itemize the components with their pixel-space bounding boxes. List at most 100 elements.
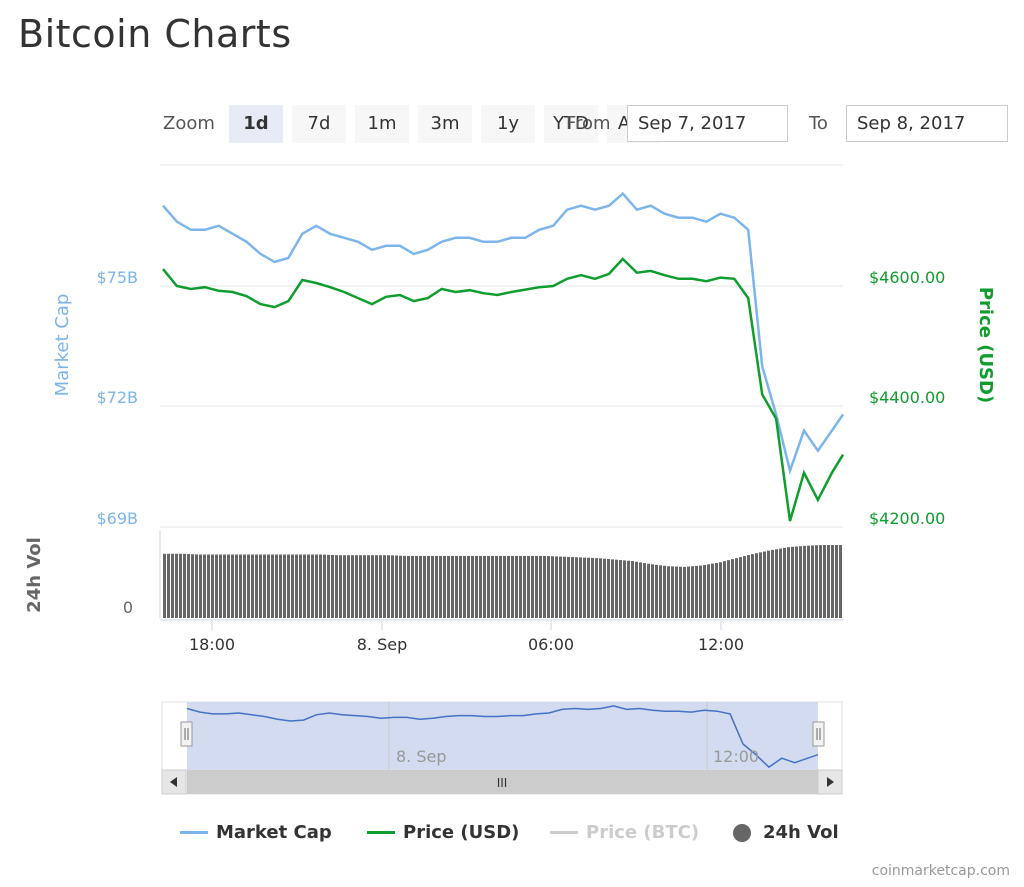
volume-bar [819, 545, 822, 618]
volume-bar [323, 554, 326, 618]
volume-bar [495, 555, 498, 618]
navigator-selection[interactable] [187, 702, 818, 770]
volume-bar [683, 566, 686, 618]
volume-bar [459, 555, 462, 618]
volume-bar [355, 555, 358, 618]
volume-bar [723, 561, 726, 618]
volume-bar [295, 554, 298, 618]
legend-label: 24h Vol [763, 822, 839, 843]
volume-bar [659, 565, 662, 618]
volume-bar [195, 554, 198, 618]
volume-bar [431, 555, 434, 618]
volume-bar [427, 555, 430, 618]
volume-bar [191, 554, 194, 618]
legend-item-price-usd[interactable]: Price (USD) [367, 822, 519, 843]
volume-bar [347, 555, 350, 618]
volume-bar [779, 548, 782, 618]
volume-bar [691, 566, 694, 618]
volume-bar [743, 556, 746, 618]
navigator-handle-right[interactable] [812, 721, 825, 747]
scrollbar-left-arrow-button[interactable] [161, 769, 187, 795]
volume-bar [447, 555, 450, 618]
zoom-button-7d[interactable]: 7d [292, 105, 346, 143]
volume-bar [367, 555, 370, 618]
volume-bar [703, 564, 706, 618]
scrollbar-grip: III [497, 776, 508, 790]
volume-bar [643, 563, 646, 618]
x-tick-label: 8. Sep [357, 635, 408, 654]
price-usd-line [162, 257, 845, 522]
legend-item-price-btc[interactable]: Price (BTC) [550, 822, 699, 843]
volume-bar [719, 562, 722, 618]
volume-bar [747, 555, 750, 618]
volume-bar [243, 554, 246, 618]
volume-bar [615, 559, 618, 618]
volume-bar [375, 555, 378, 618]
volume-bar [715, 562, 718, 618]
zoom-button-1d[interactable]: 1d [229, 105, 283, 143]
navigator-handle-left[interactable] [180, 721, 193, 747]
volume-bar [607, 559, 610, 618]
volume-bar [667, 566, 670, 618]
volume-bar [543, 555, 546, 618]
scrollbar-right-arrow-button[interactable] [817, 769, 843, 795]
y-right-tick-label: $4600.00 [869, 268, 945, 287]
y-left-tick-label: $75B [96, 268, 138, 287]
volume-bar [787, 547, 790, 618]
volume-bar [731, 559, 734, 618]
volume-bar [619, 560, 622, 618]
volume-bar [363, 555, 366, 618]
x-tick-label: 18:00 [189, 635, 235, 654]
legend-item-market-cap[interactable]: Market Cap [180, 822, 332, 843]
volume-bar [579, 557, 582, 618]
volume-bar [251, 554, 254, 618]
zoom-button-1y[interactable]: 1y [481, 105, 535, 143]
volume-bar [279, 554, 282, 618]
volume-bar [767, 550, 770, 618]
volume-bar [647, 563, 650, 618]
volume-bar [591, 557, 594, 618]
volume-bar [359, 555, 362, 618]
volume-bar [291, 554, 294, 618]
volume-bar [479, 555, 482, 618]
y-right-axis-title: Price (USD) [975, 287, 996, 403]
volume-bar [275, 554, 278, 618]
y-left-tick-label: $69B [96, 509, 138, 528]
volume-bar [699, 565, 702, 618]
volume-bar [283, 554, 286, 618]
volume-bar [271, 554, 274, 618]
y-right-tick-label: $4400.00 [869, 388, 945, 407]
scrollbar-thumb[interactable] [187, 770, 818, 794]
legend-item-24h-vol[interactable]: 24h Vol [733, 822, 839, 843]
volume-bar [339, 555, 342, 618]
volume-bar [523, 555, 526, 618]
volume-bar [735, 558, 738, 618]
x-tick-label: 12:00 [698, 635, 744, 654]
volume-bar [635, 561, 638, 618]
volume-bar [835, 545, 838, 618]
to-label: To [809, 113, 828, 134]
from-date-input[interactable] [627, 105, 788, 142]
credits-link[interactable]: coinmarketcap.com [871, 863, 1010, 879]
volume-bar [299, 554, 302, 618]
volume-bar [475, 555, 478, 618]
zoom-button-1m[interactable]: 1m [355, 105, 409, 143]
volume-bar [627, 560, 630, 618]
navigator-tick-label: 8. Sep [396, 747, 447, 766]
volume-bar [203, 554, 206, 618]
volume-bar [439, 555, 442, 618]
volume-bar [687, 566, 690, 618]
volume-bar [443, 555, 446, 618]
chevron-right-icon [827, 777, 834, 787]
zoom-button-ytd[interactable]: YTD [544, 105, 598, 143]
volume-bar [727, 560, 730, 618]
volume-bar [239, 554, 242, 618]
volume-bar [371, 555, 374, 618]
navigator-tick-label: 12:00 [713, 747, 759, 766]
to-date-input[interactable] [846, 105, 1008, 142]
volume-bar [219, 554, 222, 618]
legend-label: Market Cap [216, 822, 332, 843]
navigator-line [186, 705, 819, 769]
zoom-button-3m[interactable]: 3m [418, 105, 472, 143]
volume-bar [259, 554, 262, 618]
